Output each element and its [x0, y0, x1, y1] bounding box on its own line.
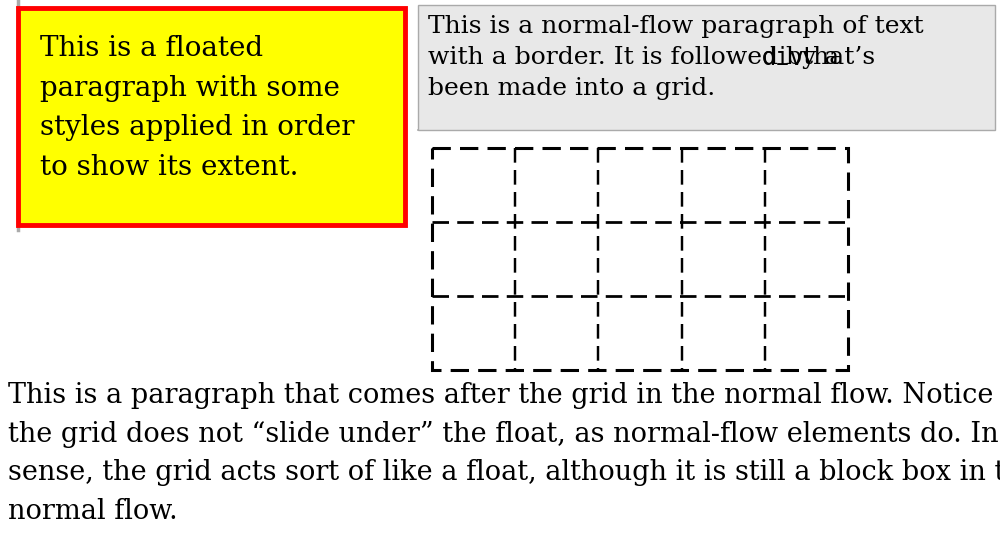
Text: with a border. It is followed by a: with a border. It is followed by a	[428, 46, 847, 69]
Text: This is a paragraph that comes after the grid in the normal flow. Notice how
the: This is a paragraph that comes after the…	[8, 382, 1000, 525]
FancyBboxPatch shape	[418, 5, 995, 130]
Text: div: div	[762, 46, 804, 70]
FancyBboxPatch shape	[18, 8, 405, 225]
FancyBboxPatch shape	[432, 148, 848, 370]
Text: been made into a grid.: been made into a grid.	[428, 77, 715, 100]
Text: This is a floated
paragraph with some
styles applied in order
to show its extent: This is a floated paragraph with some st…	[40, 35, 354, 181]
Text: that’s: that’s	[795, 46, 875, 69]
Text: This is a normal-flow paragraph of text: This is a normal-flow paragraph of text	[428, 15, 924, 38]
